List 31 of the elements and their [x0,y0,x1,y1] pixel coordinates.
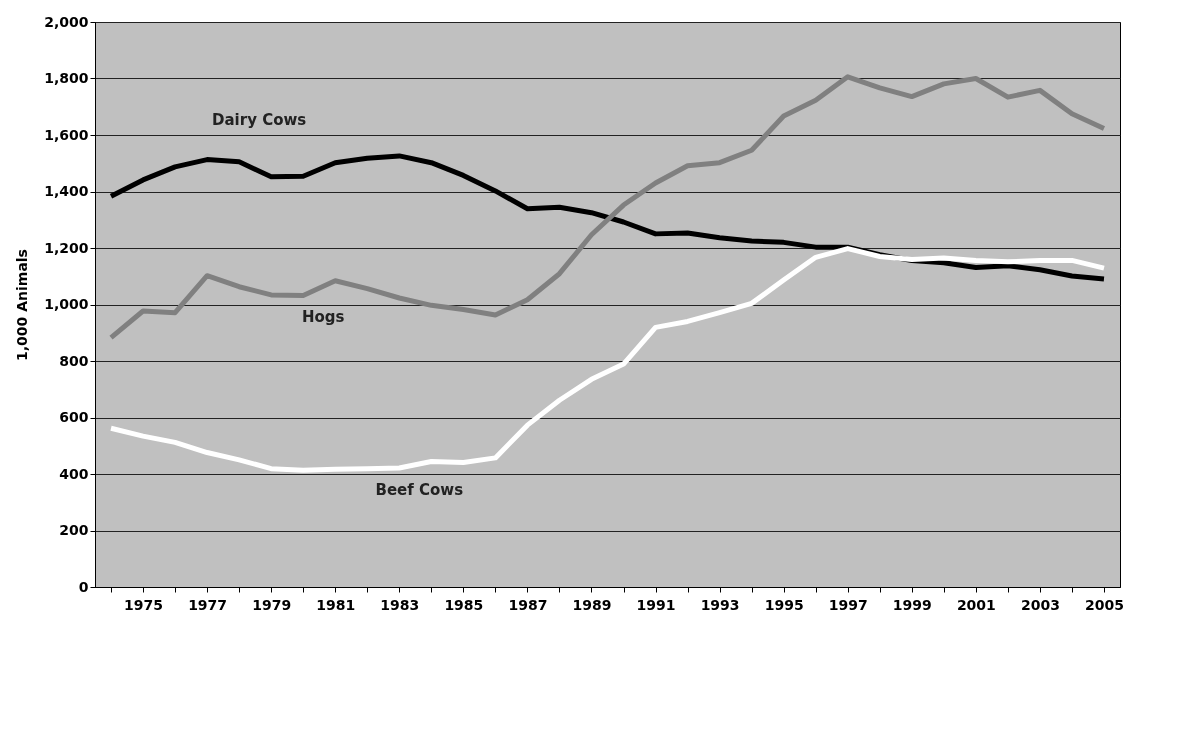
x-tick-label: 1993 [700,596,740,613]
x-tick-label: 1989 [572,596,612,613]
y-axis-title: 1,000 Animals [14,249,31,361]
y-tick-label: 1,000 [44,296,89,312]
x-tick-label: 1983 [380,596,420,613]
x-tick-label: 1997 [828,596,868,613]
text: Dairy Cows [212,110,307,129]
y-tick-label: 0 [78,578,89,595]
x-tick-label: 1977 [188,596,228,613]
x-tick-label: 1981 [316,596,356,613]
x-tick-label: 1979 [252,596,292,613]
y-tick-label: 1,200 [44,239,89,256]
x-tick-label: 1987 [508,596,548,613]
series-label: Hogs [301,308,345,327]
y-tick-label: 400 [59,465,89,482]
x-tick-label: 2001 [956,596,996,613]
y-tick-label: 600 [59,409,89,425]
x-tick-label: 1975 [124,596,164,613]
x-tick-label: 2003 [1020,596,1060,613]
x-tick-label: 1999 [892,596,932,613]
y-tick-label: 2,000 [44,13,89,30]
x-tick-label: 1995 [764,596,804,613]
y-tick-label: 1,800 [44,70,89,86]
x-tick-label: 1985 [444,596,484,613]
x-tick-label: 2005 [1085,596,1124,613]
series-label: Beef Cows [375,481,464,500]
y-tick-label: 800 [59,352,89,369]
y-tick-label: 1,400 [44,183,89,199]
y-tick-label: 200 [59,522,89,538]
y-tick-label: 1,600 [44,126,89,143]
x-tick-label: 1991 [636,596,676,613]
